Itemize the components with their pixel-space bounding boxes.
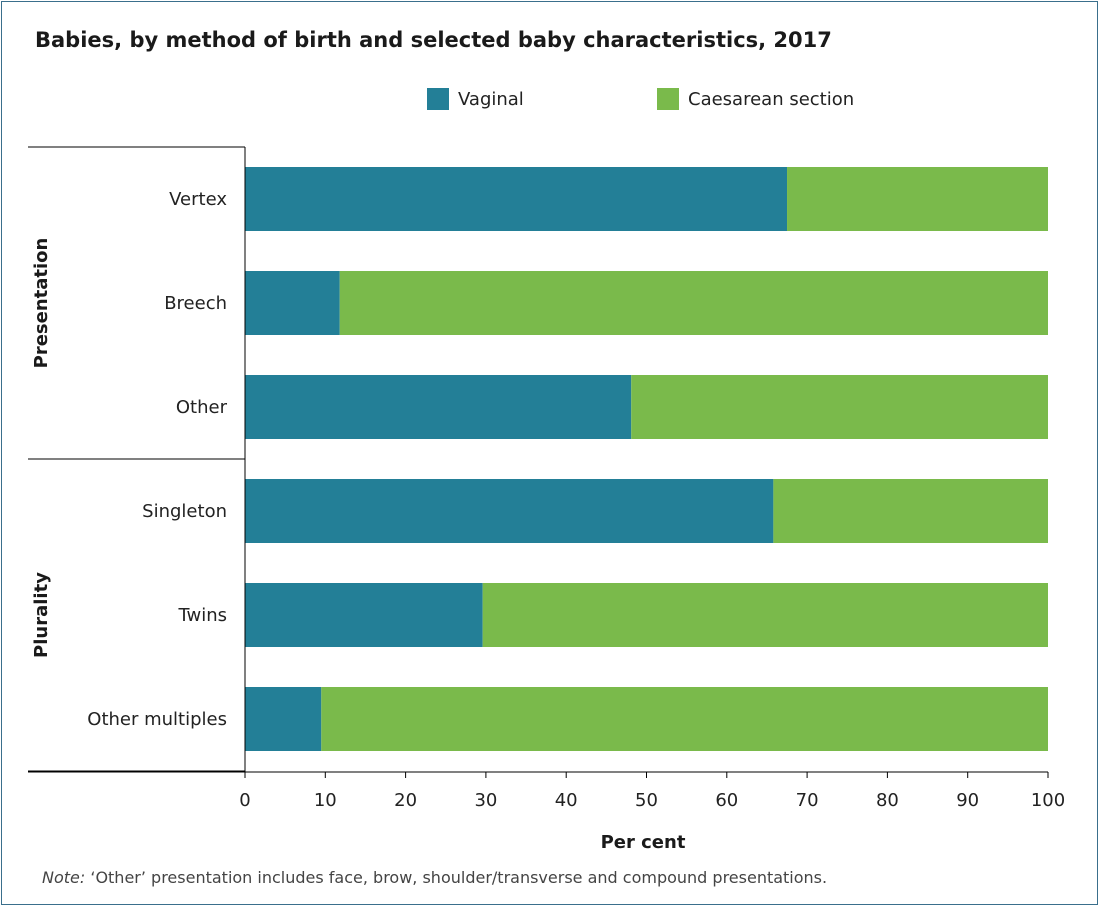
x-tick-label-70: 70 [796, 790, 819, 811]
x-tick-label-50: 50 [635, 790, 658, 811]
legend-item-caesarean: Caesarean section [657, 88, 854, 110]
bar-breech-vaginal [245, 271, 340, 335]
bar-other-multiples-vaginal [245, 687, 322, 751]
bar-singleton-vaginal [245, 479, 774, 543]
x-tick-label-100: 100 [1031, 790, 1065, 811]
bar-twins-vaginal [245, 583, 483, 647]
x-tick-label-60: 60 [715, 790, 738, 811]
x-tick-label-20: 20 [394, 790, 417, 811]
bar-other-vaginal [245, 375, 632, 439]
category-label-twins: Twins [177, 605, 227, 626]
bar-breech-caesarean-section [339, 271, 1048, 335]
legend-label-caesarean: Caesarean section [688, 88, 855, 110]
category-label-singleton: Singleton [142, 501, 227, 522]
x-tick-label-90: 90 [956, 790, 979, 811]
bar-other-caesarean-section [631, 375, 1048, 439]
bar-vertex-vaginal [245, 167, 788, 231]
category-label-other-multiples: Other multiples [87, 709, 227, 730]
bar-other-multiples-caesarean-section [321, 687, 1048, 751]
chart-note: Note: ‘Other’ presentation includes face… [42, 868, 827, 887]
bar-vertex-caesarean-section [787, 167, 1048, 231]
x-tick-label-80: 80 [876, 790, 899, 811]
category-label-other: Other [176, 397, 228, 418]
category-label-vertex: Vertex [169, 189, 227, 210]
note-text: ‘Other’ presentation includes face, brow… [85, 868, 828, 887]
x-tick-label-0: 0 [239, 790, 250, 811]
group-label-presentation: Presentation [31, 238, 52, 369]
legend-swatch-vaginal [427, 88, 449, 110]
x-tick-label-10: 10 [314, 790, 337, 811]
legend-swatch-caesarean [657, 88, 679, 110]
chart-title: Babies, by method of birth and selected … [35, 28, 832, 52]
bar-singleton-caesarean-section [773, 479, 1048, 543]
legend-item-vaginal: Vaginal [427, 88, 524, 110]
x-tick-label-30: 30 [474, 790, 497, 811]
note-label: Note: [42, 868, 86, 887]
bar-twins-caesarean-section [482, 583, 1048, 647]
x-axis-title: Per cent [601, 832, 686, 853]
category-label-breech: Breech [164, 293, 227, 314]
group-label-plurality: Plurality [31, 572, 52, 658]
x-tick-label-40: 40 [555, 790, 578, 811]
legend-label-vaginal: Vaginal [458, 88, 524, 110]
